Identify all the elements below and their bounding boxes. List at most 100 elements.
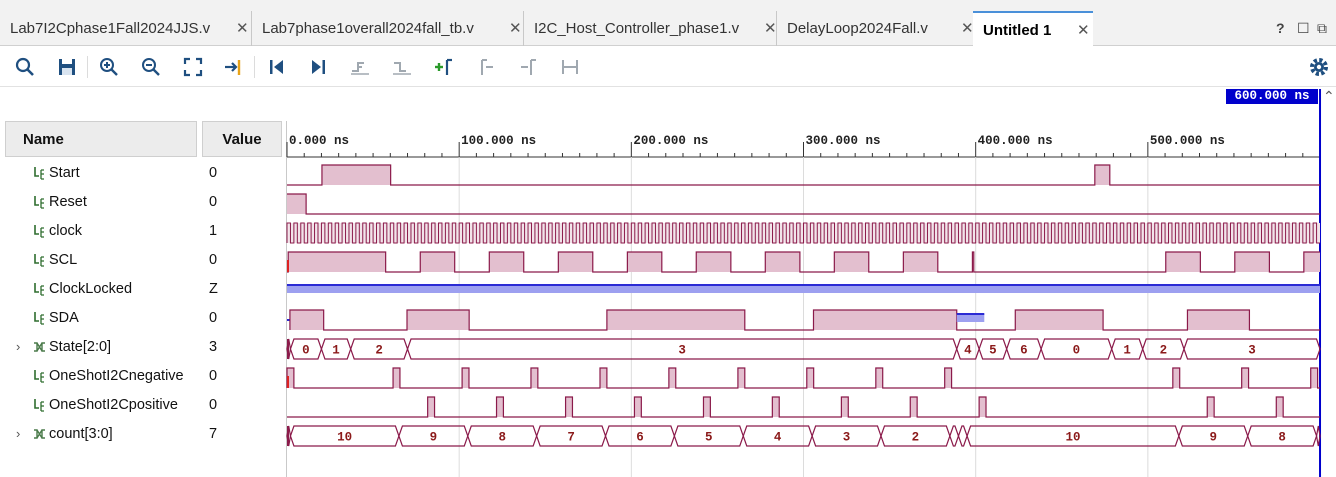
- scl-wave-high-segment: [696, 252, 731, 272]
- tab-lab7phase1-tb[interactable]: Lab7phase1overall2024fall_tb.v ✕: [252, 11, 522, 46]
- signal-row-oneshoti2cpositive[interactable]: OneShotI2Cpositive 0: [0, 391, 286, 420]
- state-bus-value-label: 1: [332, 344, 340, 358]
- close-icon[interactable]: ✕: [961, 20, 974, 37]
- value-column-header[interactable]: Value: [202, 121, 282, 157]
- ruler-tick-label: 500.000 ns: [1150, 134, 1225, 148]
- oneshot-negative-wave-high-segment: [668, 368, 676, 388]
- signal-row-reset[interactable]: Reset 0: [0, 188, 286, 217]
- zoom-out-icon[interactable]: [139, 55, 163, 79]
- scl-wave-high-segment: [558, 252, 593, 272]
- oneshot-negative-wave-high-segment: [287, 368, 294, 388]
- signal-value: 0: [209, 194, 218, 210]
- count-bus-value-label: 10: [337, 431, 352, 445]
- state-bus-value-label: 0: [1073, 344, 1081, 358]
- bit-signal-icon: [34, 283, 44, 296]
- next-marker-icon[interactable]: [516, 55, 540, 79]
- gear-icon[interactable]: [1307, 55, 1331, 79]
- count-bus-value-label: 3: [843, 431, 851, 445]
- oneshot-negative-wave-high-segment: [737, 368, 745, 388]
- previous-transition-icon[interactable]: [348, 55, 372, 79]
- scl-wave-trace: [287, 251, 1321, 273]
- add-marker-icon[interactable]: [432, 55, 456, 79]
- count-bus-segment: [949, 425, 960, 447]
- tab-i2c-host-controller[interactable]: I2C_Host_Controller_phase1.v ✕: [524, 11, 777, 46]
- cursor-time-label[interactable]: 600.000 ns: [1226, 89, 1318, 104]
- close-icon[interactable]: ✕: [236, 20, 249, 37]
- scl-wave-high-segment: [972, 252, 974, 272]
- count-bus-segment: [957, 425, 968, 447]
- scl-wave-high-segment: [489, 252, 524, 272]
- scl-wave-high-segment: [1303, 252, 1321, 272]
- previous-marker-icon[interactable]: [474, 55, 498, 79]
- go-to-start-icon[interactable]: [265, 55, 289, 79]
- oneshot-positive-wave-high-segment: [841, 397, 849, 417]
- oneshot-positive-wave-high-segment: [979, 397, 987, 417]
- reset-wave-high-segment: [287, 194, 307, 214]
- oneshot-positive-wave-high-segment: [910, 397, 918, 417]
- signal-row-scl[interactable]: SCL 0: [0, 246, 286, 275]
- bit-signal-icon: [34, 370, 44, 383]
- name-column-header[interactable]: Name: [5, 121, 197, 157]
- chevron-right-icon[interactable]: ›: [16, 339, 21, 354]
- close-icon[interactable]: ✕: [509, 20, 522, 37]
- tab-lab7i2c-phase1[interactable]: Lab7I2Cphase1Fall2024JJS.v ✕: [0, 11, 250, 46]
- signal-name: ClockLocked: [49, 281, 133, 297]
- float-icon[interactable]: ⧉: [1317, 20, 1327, 36]
- zoom-fit-icon[interactable]: [181, 55, 205, 79]
- oneshot-positive-wave-trace: [287, 396, 1321, 418]
- tab-untitled-1[interactable]: Untitled 1 ✕: [973, 11, 1093, 46]
- ruler-tick-label: 400.000 ns: [978, 134, 1053, 148]
- swap-cursors-icon[interactable]: [558, 55, 582, 79]
- count-bus-value-label: 8: [498, 431, 506, 445]
- initial-x-marker: [287, 376, 289, 388]
- signal-row-oneshoti2cnegative[interactable]: OneShotI2Cnegative 0: [0, 362, 286, 391]
- signal-row-clock[interactable]: clock 1: [0, 217, 286, 246]
- clocklocked-z-band: [287, 285, 1321, 293]
- editor-tab-bar: Lab7I2Cphase1Fall2024JJS.v ✕ Lab7phase1o…: [0, 0, 1336, 46]
- scl-wave-high-segment: [627, 252, 662, 272]
- state-bus-value-label: 0: [302, 344, 310, 358]
- scl-wave-high-segment: [288, 252, 386, 272]
- zoom-in-icon[interactable]: [97, 55, 121, 79]
- signal-row-count[interactable]: › count[3:0] 7: [0, 420, 286, 449]
- oneshot-negative-wave-high-segment: [393, 368, 400, 388]
- count-bus-start-marker: [287, 426, 289, 446]
- oneshot-positive-wave-high-segment: [1276, 397, 1284, 417]
- chevron-up-icon[interactable]: ⌃: [1323, 88, 1335, 104]
- signal-row-start[interactable]: Start 0: [0, 159, 286, 188]
- signal-name: SCL: [49, 252, 78, 268]
- chevron-right-icon[interactable]: ›: [16, 426, 21, 441]
- signal-row-sda[interactable]: SDA 0: [0, 304, 286, 333]
- tab-delayloop[interactable]: DelayLoop2024Fall.v ✕: [777, 11, 974, 46]
- signal-name: count[3:0]: [49, 426, 113, 442]
- restore-icon[interactable]: ☐: [1297, 20, 1310, 36]
- count-bus-value-label: 4: [774, 431, 782, 445]
- next-transition-icon[interactable]: [390, 55, 414, 79]
- waveform-toolbar: [0, 46, 1336, 87]
- signal-name: Reset: [49, 194, 87, 210]
- save-icon[interactable]: [55, 55, 79, 79]
- state-bus-value-label: 6: [1020, 344, 1028, 358]
- sda-high-segment: [1187, 310, 1250, 330]
- close-icon[interactable]: ✕: [764, 20, 777, 37]
- start-wave-high-segment: [321, 165, 391, 185]
- signal-name: SDA: [49, 310, 79, 326]
- close-icon[interactable]: ✕: [1077, 22, 1090, 39]
- signal-row-state[interactable]: › State[2:0] 3: [0, 333, 286, 362]
- signal-row-clocklocked[interactable]: ClockLocked Z: [0, 275, 286, 304]
- search-icon[interactable]: [13, 55, 37, 79]
- scl-wave-high-segment: [903, 252, 938, 272]
- help-icon[interactable]: ?: [1276, 20, 1285, 36]
- toolbar-divider: [87, 56, 88, 78]
- state-bus-value-label: 2: [375, 344, 383, 358]
- tab-label: Lab7phase1overall2024fall_tb.v: [262, 20, 474, 37]
- signal-value: Z: [209, 281, 218, 297]
- oneshot-positive-wave-high-segment: [1207, 397, 1215, 417]
- scl-wave-high-segment: [420, 252, 455, 272]
- scl-wave-high-segment: [1165, 252, 1201, 272]
- go-to-end-icon[interactable]: [306, 55, 330, 79]
- count-bus-value-label: 5: [705, 431, 713, 445]
- state-bus-start-marker: [287, 339, 289, 359]
- go-to-cursor-icon[interactable]: [222, 55, 246, 79]
